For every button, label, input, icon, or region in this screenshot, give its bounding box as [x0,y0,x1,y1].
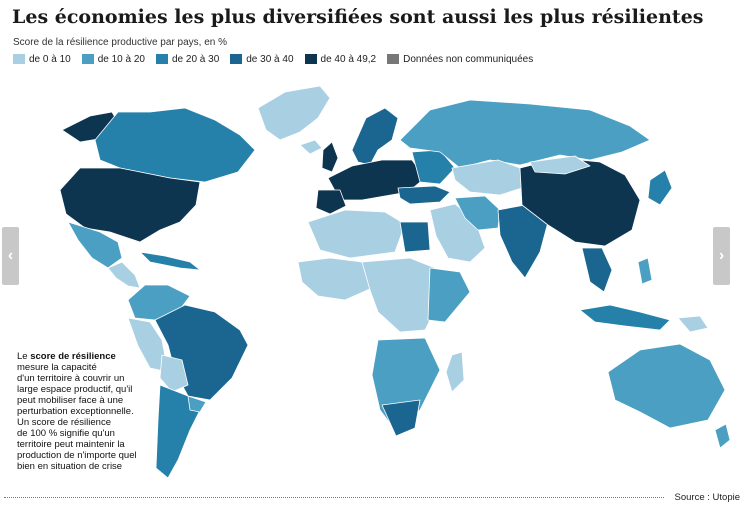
source-divider [4,497,664,498]
region-central-america [107,261,141,289]
note-line: perturbation exceptionnelle. [17,406,134,417]
region-scandinavia [351,107,399,166]
region-bolivia [159,354,189,393]
legend-item-0-10: de 0 à 10 [13,54,71,65]
region-north-africa [307,209,406,259]
legend-swatch [155,54,168,64]
region-uk [321,141,339,173]
legend-item-20-30: de 20 à 30 [155,53,220,65]
region-madagascar [445,351,465,393]
region-west-africa [297,257,373,301]
note-line: bien en situation de crise [17,461,123,472]
note-line: production de n'importe quel [17,450,137,461]
note-prefix: Le [17,351,31,362]
source-credit: Source : Utopie [674,492,740,503]
region-central-africa [361,257,441,333]
chevron-left-icon: ‹ [7,247,14,264]
legend-label: de 20 à 30 [171,53,220,65]
region-australia [607,343,726,429]
legend-label: de 0 à 10 [29,53,71,65]
chart-title: Les économies les plus diversifiées sont… [12,6,704,28]
region-south-africa [381,399,421,437]
legend-label: de 40 à 49,2 [320,53,377,65]
region-mexico [67,221,123,269]
next-slide-button[interactable]: › [713,227,730,285]
region-png [677,315,709,333]
legend-label: de 10 à 20 [97,53,145,65]
legend-swatch [13,54,25,64]
note-line: peut mobiliser face à une [17,395,124,406]
region-iran [454,195,501,231]
legend-swatch [387,54,400,64]
note-line: mesure la capacité [17,362,97,373]
legend-label: Données non communiquées [403,53,534,65]
region-southeast-asia [581,247,613,293]
region-central-asia [451,159,523,196]
region-uruguay [187,395,207,413]
legend-item-no-data: Données non communiquées [387,54,533,65]
region-east-africa [427,267,471,323]
legend-swatch [304,54,317,64]
region-china [519,157,641,247]
legend-label: de 30 à 40 [246,53,294,65]
legend-swatch [230,54,243,64]
note-line: de 100 % signifie qu'un [17,428,115,439]
note-line: Un score de résilience [17,417,111,428]
region-mongolia [529,155,591,175]
world-map [59,85,731,479]
chart-subtitle: Score de la résilience productive par pa… [13,37,228,48]
previous-slide-button[interactable]: ‹ [2,227,19,285]
region-iceland [299,139,323,155]
region-greenland [257,85,331,141]
legend-item-10-20: de 10 à 20 [81,53,145,65]
region-turkey [397,185,451,205]
legend-swatch [81,54,94,64]
legend-item-30-40: de 30 à 40 [230,53,294,65]
region-iberia [315,189,347,215]
note-line: d'un territoire à couvrir un [17,373,125,384]
note-line: territoire peut maintenir la [17,439,125,450]
chevron-right-icon: › [718,247,725,264]
region-caribbean [139,251,201,271]
score-note: Le score de résilience mesure la capacit… [17,351,157,472]
region-egypt [399,221,431,253]
region-russia [399,99,651,169]
note-bold-term: score de résilience [30,351,116,362]
note-line: large espace productif, qu'il [17,384,133,395]
region-philippines [637,257,653,285]
region-japan [647,169,673,206]
legend-item-40-49: de 40 à 49,2 [304,53,377,65]
legend: de 0 à 10 de 10 à 20 de 20 à 30 de 30 à … [13,52,544,66]
region-indonesia [579,304,671,331]
note-first-line: Le score de résilience [17,351,157,362]
region-new-zealand [714,423,731,449]
